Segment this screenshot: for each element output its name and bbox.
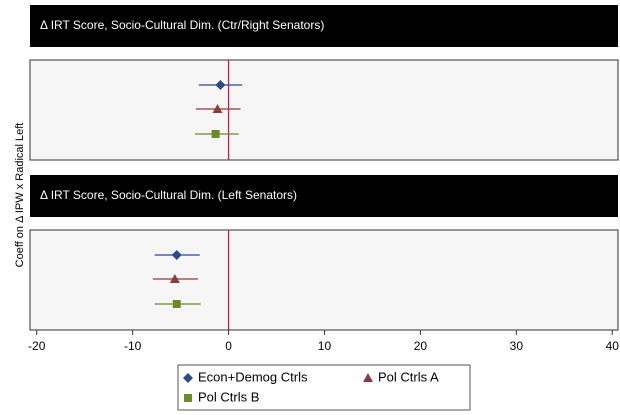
- point: [169, 274, 180, 283]
- point: [212, 104, 223, 113]
- x-tick-label: 40: [606, 339, 620, 353]
- legend-marker: [183, 373, 193, 383]
- y-axis-label: Coeff on Δ IPW x Radical Left: [14, 123, 26, 268]
- plot-area: [29, 229, 619, 331]
- x-tick-label: 30: [510, 339, 524, 353]
- x-tick-label: -10: [124, 339, 142, 353]
- x-tick-label: 10: [318, 339, 332, 353]
- x-tick-label: 0: [225, 339, 232, 353]
- point: [171, 250, 182, 260]
- legend-label: Econ+Demog Ctrls: [198, 369, 308, 384]
- legend-label: Pol Ctrls B: [198, 389, 259, 404]
- legend-label: Pol Ctrls A: [378, 369, 439, 384]
- panel-title: Δ IRT Score, Socio-Cultural Dim. (Ctr/Ri…: [40, 18, 324, 32]
- point: [172, 300, 181, 308]
- panel-header: [30, 175, 618, 217]
- plot-area: [29, 59, 619, 161]
- panel-title: Δ IRT Score, Socio-Cultural Dim. (Left S…: [40, 188, 297, 202]
- legend-marker: [184, 394, 192, 402]
- panel-header: [30, 5, 618, 47]
- legend-marker: [363, 373, 373, 382]
- point: [211, 130, 220, 138]
- x-tick-label: 20: [414, 339, 428, 353]
- x-tick-label: -20: [28, 339, 46, 353]
- legend: [177, 364, 471, 411]
- point: [215, 80, 226, 90]
